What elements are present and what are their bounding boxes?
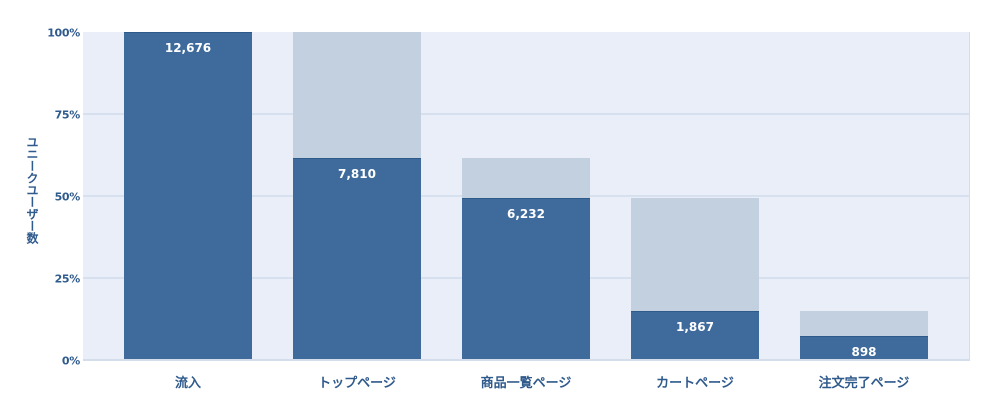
bar-group[interactable]: 898 [800, 310, 928, 359]
bar-group[interactable]: 6,232 [462, 157, 590, 359]
x-tick-inflow: 流入 [174, 376, 201, 391]
bar-current: 7,810 [293, 157, 421, 359]
x-tick-order-complete-page: 注文完了ページ [818, 376, 910, 391]
bar-group[interactable]: 1,867 [631, 198, 759, 359]
bar-current: 12,676 [124, 32, 252, 359]
bar-current: 6,232 [462, 198, 590, 359]
bar-current: 898 [800, 335, 928, 359]
bar-value-label: 12,676 [164, 41, 212, 55]
y-tick-100: 100% [47, 26, 80, 40]
bar-value-label: 898 [851, 344, 877, 359]
bar-value-label: 1,867 [676, 319, 714, 334]
y-tick-75: 75% [54, 108, 81, 122]
x-tick-product-list-page: 商品一覧ページ [480, 376, 572, 391]
bar-current: 1,867 [631, 310, 759, 359]
bar-value-label: 7,810 [338, 166, 376, 181]
bar-value-label: 6,232 [507, 207, 545, 222]
y-tick-0: 0% [61, 354, 80, 368]
y-tick-25: 25% [54, 272, 81, 286]
x-tick-top-page: トップページ [318, 376, 396, 391]
gridline-75 [83, 113, 969, 115]
bar-group[interactable]: 12,676 [124, 32, 252, 359]
y-tick-50: 50% [54, 190, 81, 204]
y-axis-label: ユニークユーザー数 [25, 136, 39, 244]
x-tick-cart-page: カートページ [656, 376, 734, 391]
plot-area: 12,676 7,810 6,232 1,867 898 [83, 32, 970, 361]
bar-group[interactable]: 7,810 [293, 32, 421, 359]
